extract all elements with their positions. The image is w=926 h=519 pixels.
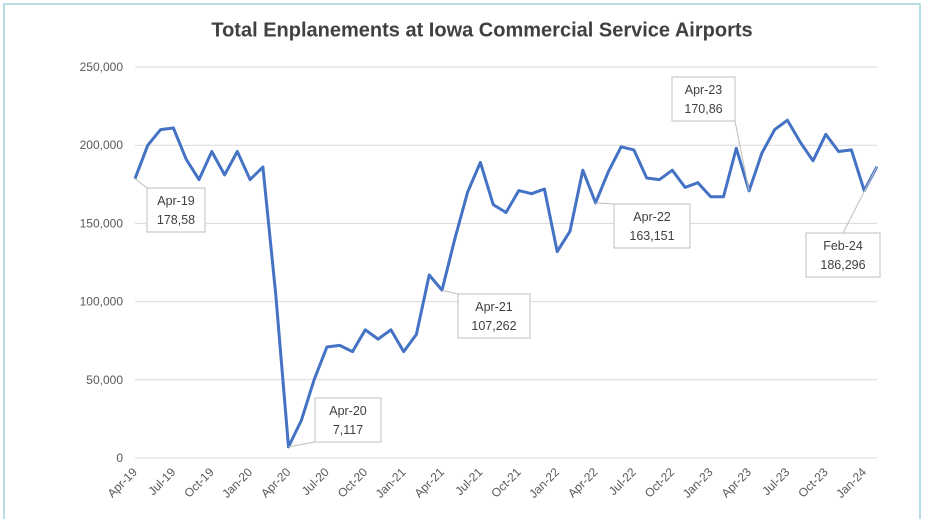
callout: Apr-19 178,58 [134,178,206,233]
x-tick-label: Oct-21 [488,465,524,501]
callout-leader [441,289,459,295]
callout: Apr-22 163,151 [595,202,691,249]
callout-label: Apr-21 [475,300,513,314]
callout-label: Feb-24 [823,239,863,253]
x-tick-label: Jul-20 [299,465,332,498]
callout-label: Apr-23 [685,83,723,97]
frame [3,3,921,519]
x-tick-label: Oct-20 [335,465,371,501]
callout-text: 163,151 [629,229,674,243]
x-tick-label: Oct-19 [181,465,217,501]
callout-text: 107,262 [471,319,516,333]
y-tick-label: 100,000 [80,295,124,309]
callout-box [146,187,206,233]
callout-leader [288,441,316,448]
x-tick-label: Jan-24 [833,465,869,501]
callout-label: Apr-19 [157,194,195,208]
callout-label: Apr-22 [633,210,671,224]
y-tick-label: 0 [116,451,123,465]
x-tick-label: Apr-23 [719,465,755,501]
y-tick-label: 150,000 [80,216,124,230]
callout-leader [595,202,615,205]
callout-text: 186,296 [820,258,865,272]
y-tick-label: 250,000 [80,60,124,74]
y-tick-label: 200,000 [80,138,124,152]
callout-box [457,293,531,339]
callout: Apr-20 7,117 [288,397,382,448]
y-tick-label: 50,000 [86,373,123,387]
x-tick-label: Apr-22 [565,465,601,501]
callout: Feb-24 186,296 [805,166,881,278]
callout: Apr-23 170,86 [671,76,750,191]
x-tick-label: Jan-21 [373,465,409,501]
callout-box [805,232,881,278]
callout-text: 7,117 [333,423,363,437]
x-tick-label: Oct-22 [642,465,678,501]
callout-box [671,76,736,122]
x-tick-label: Jul-21 [452,465,485,498]
x-tick-label: Apr-21 [412,465,448,501]
callout-text: 178,58 [157,213,195,227]
callout-leader [134,178,148,189]
x-tick-label: Apr-20 [258,465,294,501]
x-tick-label: Oct-23 [795,465,831,501]
x-tick-label: Jan-20 [219,465,255,501]
x-tick-label: Jan-22 [526,465,562,501]
callout-text: 170,86 [684,102,722,116]
chart-title: Total Enplanements at Iowa Commercial Se… [211,19,752,41]
x-tick-label: Jul-22 [606,465,639,498]
callout-label: Apr-20 [329,404,367,418]
callout-leader [842,166,878,234]
callout-box [613,203,691,249]
x-tick-label: Jan-23 [680,465,716,501]
x-tick-label: Jul-19 [145,465,178,498]
callout-leader [734,120,750,191]
line-series [133,118,879,449]
x-tick-label: Jul-23 [759,465,792,498]
callout-box [314,397,382,443]
callout: Apr-21 107,262 [441,289,531,339]
x-tick-label: Apr-19 [105,465,141,501]
